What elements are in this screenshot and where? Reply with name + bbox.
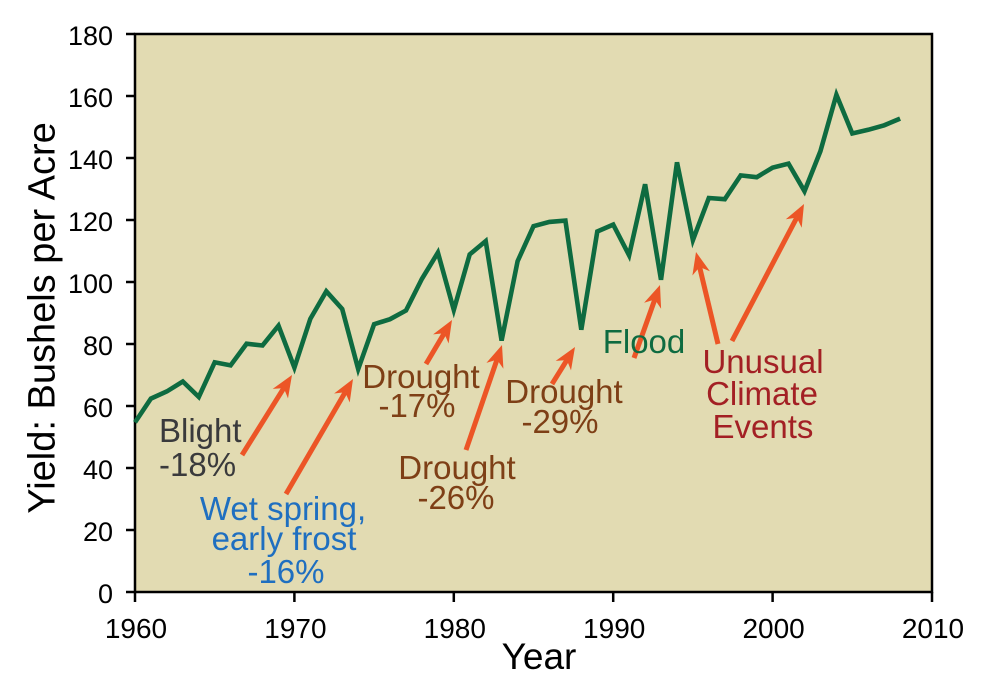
- svg-text:Yield: Bushels per Acre: Yield: Bushels per Acre: [22, 122, 64, 513]
- svg-text:-17%: -17%: [378, 387, 455, 424]
- svg-text:Drought: Drought: [362, 358, 479, 395]
- svg-text:Drought: Drought: [398, 449, 515, 486]
- svg-text:20: 20: [83, 517, 113, 547]
- svg-text:60: 60: [83, 393, 113, 423]
- svg-text:1960: 1960: [105, 613, 167, 644]
- svg-text:-18%: -18%: [159, 446, 236, 483]
- svg-text:-29%: -29%: [521, 403, 598, 440]
- svg-text:160: 160: [68, 83, 113, 113]
- svg-text:1980: 1980: [424, 613, 486, 644]
- svg-text:Events: Events: [713, 408, 814, 445]
- svg-text:0: 0: [98, 579, 113, 609]
- svg-text:140: 140: [68, 145, 113, 175]
- svg-text:180: 180: [68, 21, 113, 51]
- svg-text:100: 100: [68, 269, 113, 299]
- svg-text:40: 40: [83, 455, 113, 485]
- svg-text:early frost: early frost: [212, 520, 357, 557]
- svg-text:Year: Year: [502, 636, 577, 677]
- svg-text:-26%: -26%: [417, 479, 494, 516]
- svg-text:2000: 2000: [742, 613, 804, 644]
- svg-text:80: 80: [83, 331, 113, 361]
- svg-text:1970: 1970: [264, 613, 326, 644]
- svg-text:Flood: Flood: [603, 323, 686, 360]
- svg-text:1990: 1990: [583, 613, 645, 644]
- svg-text:120: 120: [68, 207, 113, 237]
- svg-text:Drought: Drought: [505, 373, 622, 410]
- svg-text:2010: 2010: [902, 613, 964, 644]
- svg-text:Wet spring,: Wet spring,: [200, 490, 366, 527]
- svg-text:Unusual: Unusual: [702, 343, 823, 380]
- svg-text:Climate: Climate: [706, 375, 818, 412]
- svg-text:-16%: -16%: [247, 553, 324, 590]
- svg-text:Blight: Blight: [159, 412, 242, 449]
